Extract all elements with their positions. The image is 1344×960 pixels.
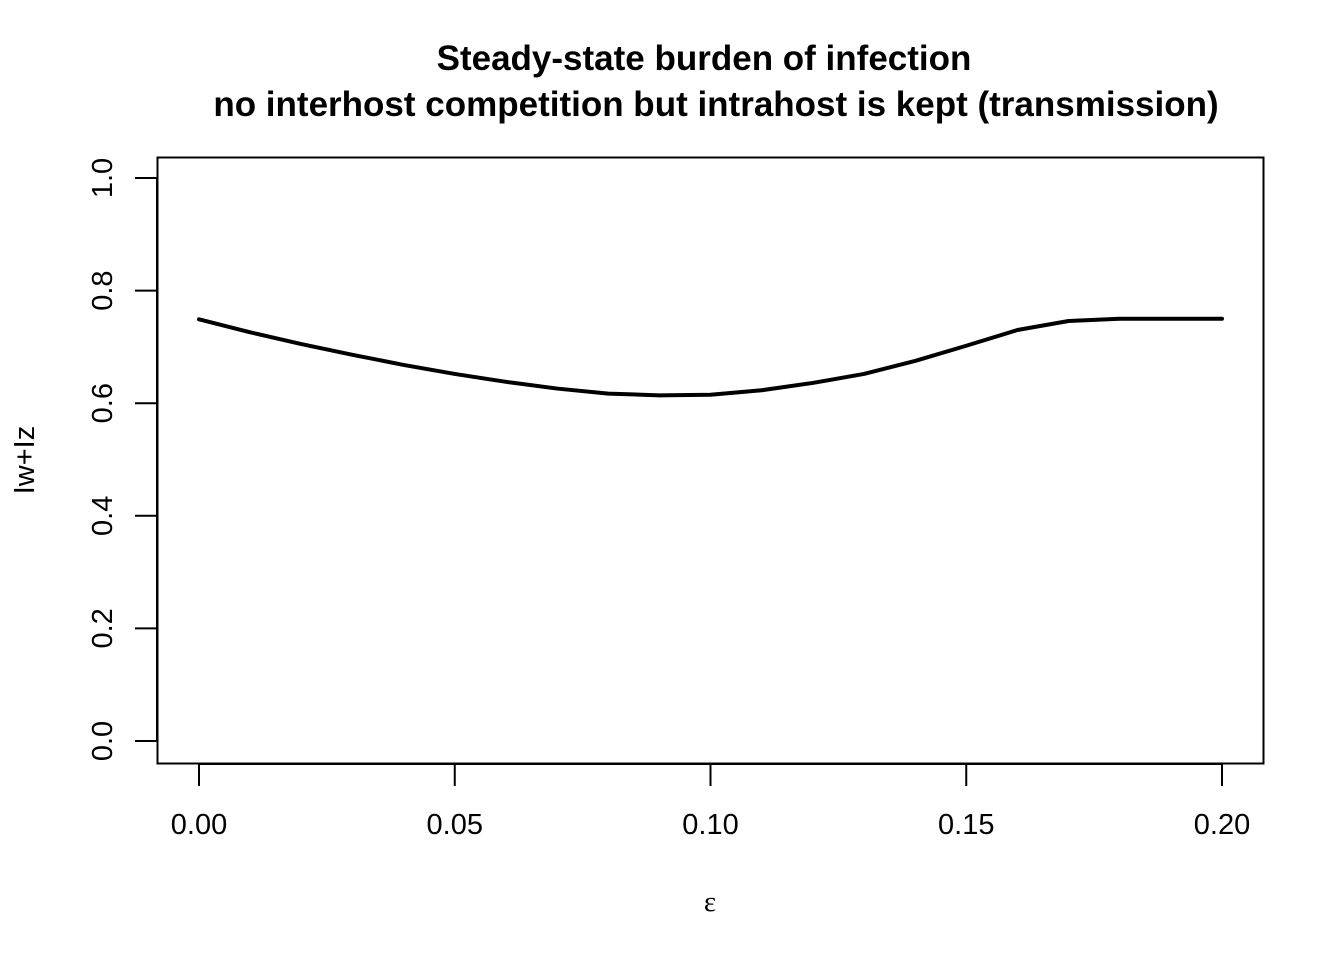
plot-frame — [156, 156, 1265, 765]
x-tick-label: 0.05 — [427, 809, 483, 841]
y-tick-label: 0.0 — [87, 721, 119, 761]
chart-title: Steady-state burden of infection — [437, 39, 972, 78]
x-tick-label: 0.15 — [938, 809, 994, 841]
x-tick-label: 0.10 — [682, 809, 738, 841]
y-tick-label: 1.0 — [87, 158, 119, 198]
y-axis: 0.0 0.2 0.4 0.6 0.8 1.0 — [87, 158, 158, 761]
y-tick-label: 0.2 — [87, 608, 119, 648]
series-line — [197, 316, 1224, 398]
y-tick-label: 0.8 — [87, 270, 119, 310]
y-tick-label: 0.6 — [87, 383, 119, 423]
chart-subtitle: no interhost competition but intrahost i… — [213, 85, 1218, 124]
y-tick-label: 0.4 — [87, 496, 119, 536]
y-axis-label: Iw+Iz — [9, 426, 41, 495]
x-axis-label: ε — [704, 886, 716, 918]
x-tick-label: 0.00 — [171, 809, 227, 841]
series-layer — [197, 316, 1224, 398]
x-tick-label: 0.20 — [1194, 809, 1250, 841]
x-axis: 0.00 0.05 0.10 0.15 0.20 — [171, 763, 1250, 841]
